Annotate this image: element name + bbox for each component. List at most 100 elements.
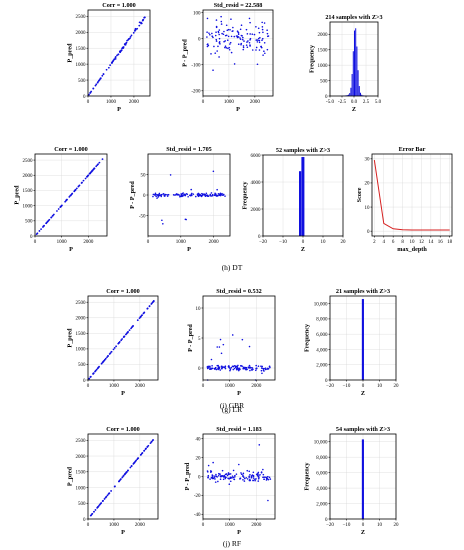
x-tick-label: 2000 bbox=[250, 100, 261, 105]
residual-point bbox=[258, 444, 261, 446]
x-axis-label: P bbox=[236, 106, 240, 113]
x-tick-label: 10 bbox=[377, 523, 383, 528]
residual-point bbox=[235, 367, 238, 370]
residual-point bbox=[231, 477, 233, 479]
data-point bbox=[95, 165, 98, 168]
panel-caption: (i) GBR bbox=[220, 401, 244, 410]
y-tick-label: 6000 bbox=[251, 154, 262, 159]
y-tick-label: 2000 bbox=[251, 208, 262, 213]
x-tick-label: 2.5 bbox=[363, 100, 370, 105]
residual-point bbox=[263, 41, 266, 44]
data-point bbox=[90, 90, 93, 93]
x-axis-label: P bbox=[187, 246, 191, 253]
residual-point bbox=[169, 174, 172, 176]
y-tick-label: 30 bbox=[365, 158, 371, 163]
data-point bbox=[74, 189, 76, 192]
residual-point bbox=[220, 367, 223, 370]
y-axis-label: P - P_pred bbox=[182, 39, 189, 67]
residual-point bbox=[249, 33, 251, 35]
residual-point bbox=[261, 28, 264, 31]
residual-point bbox=[235, 368, 238, 371]
residual-point bbox=[213, 194, 216, 197]
residual-point bbox=[214, 481, 217, 483]
x-tick-label: 14 bbox=[428, 240, 434, 245]
data-point bbox=[90, 170, 93, 173]
y-tick-label: 0 bbox=[325, 518, 328, 523]
y-axis-label: Score bbox=[356, 187, 363, 202]
residual-point bbox=[254, 478, 256, 481]
data-point bbox=[65, 198, 68, 201]
residual-point bbox=[233, 367, 236, 370]
data-point bbox=[42, 225, 45, 228]
y-tick-label: 0 bbox=[143, 194, 146, 199]
residual-point bbox=[230, 18, 232, 20]
residual-point bbox=[228, 48, 231, 51]
histogram-bar bbox=[355, 28, 357, 96]
residual-point bbox=[230, 366, 233, 369]
x-tick-label: 10 bbox=[410, 240, 416, 245]
data-point bbox=[40, 228, 42, 230]
x-tick-label: −10 bbox=[343, 384, 351, 389]
data-point bbox=[135, 459, 138, 462]
residual-point bbox=[216, 188, 218, 191]
data-point bbox=[107, 66, 110, 69]
x-tick-label: 0 bbox=[34, 240, 37, 245]
residual-point bbox=[245, 368, 247, 371]
y-tick-label: 0 bbox=[325, 379, 328, 384]
panel-title: Std_resid = 1.705 bbox=[166, 146, 212, 153]
residual-point bbox=[225, 47, 228, 49]
residual-point bbox=[249, 473, 251, 476]
residual-point bbox=[215, 194, 217, 197]
residual-point bbox=[166, 195, 169, 197]
residual-point bbox=[267, 475, 269, 478]
residual-point bbox=[250, 367, 253, 369]
residual-point bbox=[196, 193, 199, 195]
data-point bbox=[56, 210, 58, 212]
y-tick-label: 8,000 bbox=[316, 318, 328, 323]
y-tick-label: -40 bbox=[194, 513, 201, 518]
residual-point bbox=[249, 478, 251, 481]
data-point bbox=[143, 311, 146, 314]
residual-point bbox=[156, 197, 158, 199]
residual-point bbox=[242, 478, 244, 481]
residual-point bbox=[207, 464, 210, 467]
y-axis-label: P_pred bbox=[67, 43, 74, 63]
residual-point bbox=[245, 477, 248, 479]
residual-point bbox=[217, 368, 219, 371]
x-tick-label: 0 bbox=[202, 523, 205, 528]
residual-point bbox=[258, 41, 261, 44]
residual-point bbox=[250, 475, 253, 477]
residual-point bbox=[263, 50, 265, 53]
residual-point bbox=[248, 366, 250, 369]
residual-point bbox=[253, 33, 256, 36]
x-tick-label: 5.0 bbox=[375, 100, 382, 105]
residual-point bbox=[230, 477, 232, 479]
residual-point bbox=[224, 477, 227, 480]
residual-point bbox=[219, 478, 222, 481]
residual-point bbox=[239, 37, 241, 39]
residual-point bbox=[260, 365, 262, 367]
residual-point bbox=[224, 40, 227, 42]
residual-point bbox=[224, 195, 226, 197]
residual-point bbox=[226, 39, 229, 42]
x-tick-label: 6 bbox=[392, 240, 395, 245]
panel-title: Corr = 1.000 bbox=[106, 426, 139, 433]
residual-point bbox=[246, 478, 249, 480]
y-tick-label: 1000 bbox=[318, 64, 329, 69]
residual-point bbox=[229, 368, 232, 371]
residual-point bbox=[257, 365, 260, 368]
x-axis-label: P bbox=[121, 390, 125, 397]
residual-point bbox=[255, 49, 257, 51]
y-axis-label: P_pred bbox=[14, 185, 21, 205]
residual-point bbox=[238, 367, 241, 370]
data-point bbox=[128, 38, 130, 40]
data-point bbox=[107, 355, 109, 357]
axes-frame bbox=[34, 153, 108, 237]
y-tick-label: 0 bbox=[198, 475, 201, 480]
x-tick-label: −10 bbox=[343, 523, 351, 528]
data-point bbox=[140, 21, 142, 24]
x-tick-label: −10 bbox=[279, 240, 287, 245]
y-axis-label: Frequency bbox=[309, 44, 316, 73]
data-point bbox=[116, 54, 118, 57]
residual-point bbox=[242, 36, 244, 39]
